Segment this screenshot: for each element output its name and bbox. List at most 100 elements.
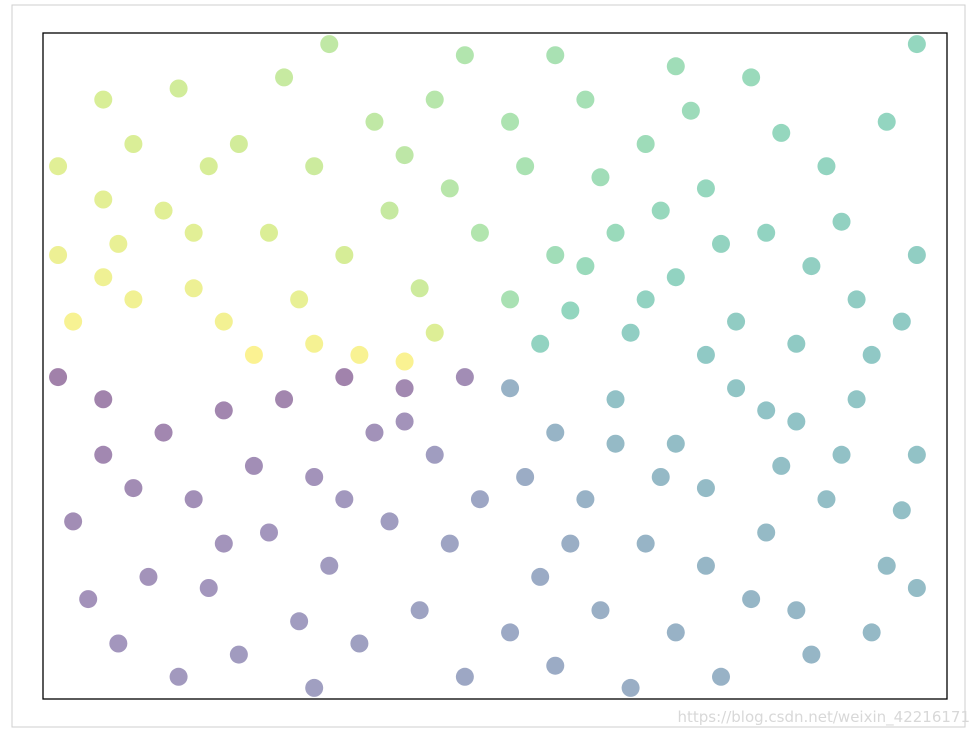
scatter-point	[470, 490, 489, 509]
scatter-point	[546, 46, 565, 65]
scatter-point	[757, 523, 776, 542]
scatter-point	[94, 390, 113, 409]
scatter-point	[49, 368, 68, 387]
scatter-point	[425, 445, 444, 464]
scatter-point	[907, 35, 926, 54]
scatter-point	[907, 445, 926, 464]
scatter-point	[109, 234, 128, 253]
scatter-point	[862, 623, 881, 642]
scatter-point	[651, 468, 670, 486]
scatter-point	[757, 401, 776, 420]
scatter-point	[651, 201, 670, 220]
scatter-point	[666, 434, 685, 453]
scatter-point	[455, 667, 474, 686]
scatter-point	[802, 257, 821, 276]
scatter-point	[501, 290, 520, 309]
scatter-point	[832, 445, 851, 464]
scatter-point	[787, 334, 806, 353]
scatter-point	[94, 268, 113, 287]
scatter-point	[410, 279, 429, 298]
scatter-point	[470, 223, 489, 242]
scatter-point	[154, 201, 173, 220]
scatter-point	[606, 390, 625, 409]
scatter-point	[787, 412, 806, 431]
scatter-point	[455, 46, 474, 65]
scatter-point	[64, 312, 83, 331]
scatter-point	[350, 345, 369, 364]
scatter-point	[561, 301, 580, 320]
scatter-point	[696, 556, 715, 575]
scatter-point	[229, 645, 248, 664]
scatter-point	[94, 190, 113, 209]
scatter-point	[591, 601, 610, 620]
scatter-point	[877, 556, 896, 575]
scatter-point	[531, 334, 550, 353]
scatter-point	[712, 667, 730, 686]
scatter-point	[320, 556, 339, 575]
scatter-point	[275, 390, 294, 409]
scatter-point	[305, 468, 324, 486]
scatter-point	[606, 223, 625, 242]
scatter-point	[892, 312, 911, 331]
scatter-point	[395, 352, 414, 371]
scatter-point	[455, 368, 474, 387]
scatter-point	[214, 401, 233, 420]
scatter-point	[94, 445, 113, 464]
scatter-point	[440, 179, 459, 198]
scatter-point	[772, 123, 791, 142]
scatter-point	[576, 257, 595, 276]
scatter-point	[94, 90, 113, 109]
scatter-point	[546, 656, 565, 675]
scatter-point	[395, 379, 414, 398]
scatter-point	[365, 112, 384, 131]
scatter-point	[305, 334, 324, 353]
scatter-point	[877, 112, 896, 131]
scatter-point	[907, 246, 926, 264]
scatter-point	[802, 645, 821, 664]
scatter-point	[576, 490, 595, 509]
scatter-point	[847, 390, 866, 409]
scatter-point	[260, 523, 278, 542]
scatter-point	[305, 678, 324, 697]
scatter-point	[214, 312, 233, 331]
scatter-point	[817, 490, 836, 509]
scatter-point	[124, 135, 143, 153]
scatter-point	[335, 490, 354, 509]
scatter-point	[124, 290, 143, 309]
scatter-point	[591, 168, 610, 187]
scatter-point	[621, 678, 640, 697]
scatter-point	[907, 579, 926, 597]
scatter-point	[742, 590, 761, 609]
axes-frame	[42, 32, 948, 700]
scatter-point	[636, 290, 655, 309]
scatter-point	[244, 345, 263, 364]
figure-frame	[11, 4, 966, 728]
scatter-point	[817, 157, 836, 176]
scatter-point	[425, 323, 444, 342]
scatter-point	[681, 101, 700, 120]
scatter-point	[139, 567, 158, 586]
scatter-point	[335, 368, 354, 387]
scatter-point	[199, 157, 218, 176]
scatter-point	[49, 157, 68, 176]
scatter-point	[169, 667, 188, 686]
scatter-point	[365, 423, 384, 442]
scatter-point	[335, 246, 354, 264]
scatter-point	[666, 57, 685, 76]
scatter-point	[214, 534, 233, 553]
scatter-point	[124, 479, 143, 498]
scatter-point	[531, 567, 550, 586]
scatter-point	[561, 534, 580, 553]
scatter-point	[636, 534, 655, 553]
scatter-point	[696, 345, 715, 364]
scatter-point	[380, 512, 399, 531]
scatter-point	[546, 423, 565, 442]
scatter-point	[440, 534, 459, 553]
scatter-point	[832, 212, 851, 231]
scatter-point	[79, 590, 98, 609]
scatter-point	[64, 512, 83, 531]
scatter-point	[757, 223, 776, 242]
scatter-point	[516, 157, 535, 176]
scatter-point	[621, 323, 640, 342]
